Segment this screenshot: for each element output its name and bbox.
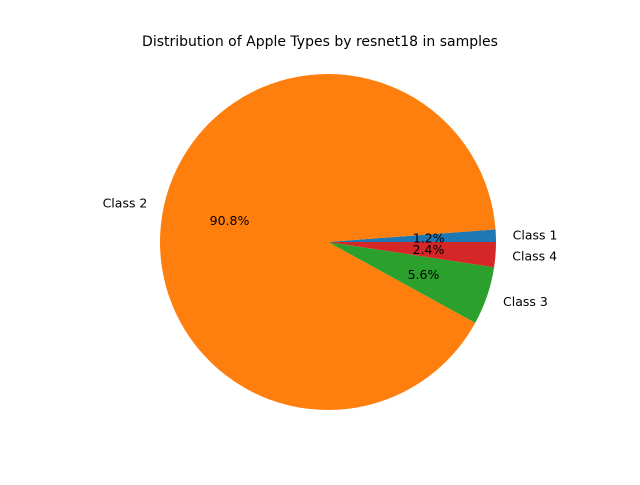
- slice-percent-class-1: 1.2%: [413, 231, 445, 246]
- slice-percent-class-4: 2.4%: [413, 242, 445, 257]
- slice-label-class-4: Class 4: [512, 248, 557, 263]
- pie-slice-class-1: [328, 229, 496, 242]
- pie-slice-class-2: [160, 74, 496, 411]
- chart-title: Distribution of Apple Types by resnet18 …: [142, 34, 498, 50]
- slice-label-class-1: Class 1: [513, 228, 558, 243]
- pie-slice-class-3: [328, 242, 495, 323]
- slice-label-class-3: Class 3: [503, 294, 548, 309]
- slice-percent-class-2: 90.8%: [210, 213, 250, 228]
- pie-slice-class-4: [328, 242, 496, 268]
- slice-label-class-2: Class 2: [103, 195, 148, 210]
- slice-percent-class-3: 5.6%: [408, 267, 440, 282]
